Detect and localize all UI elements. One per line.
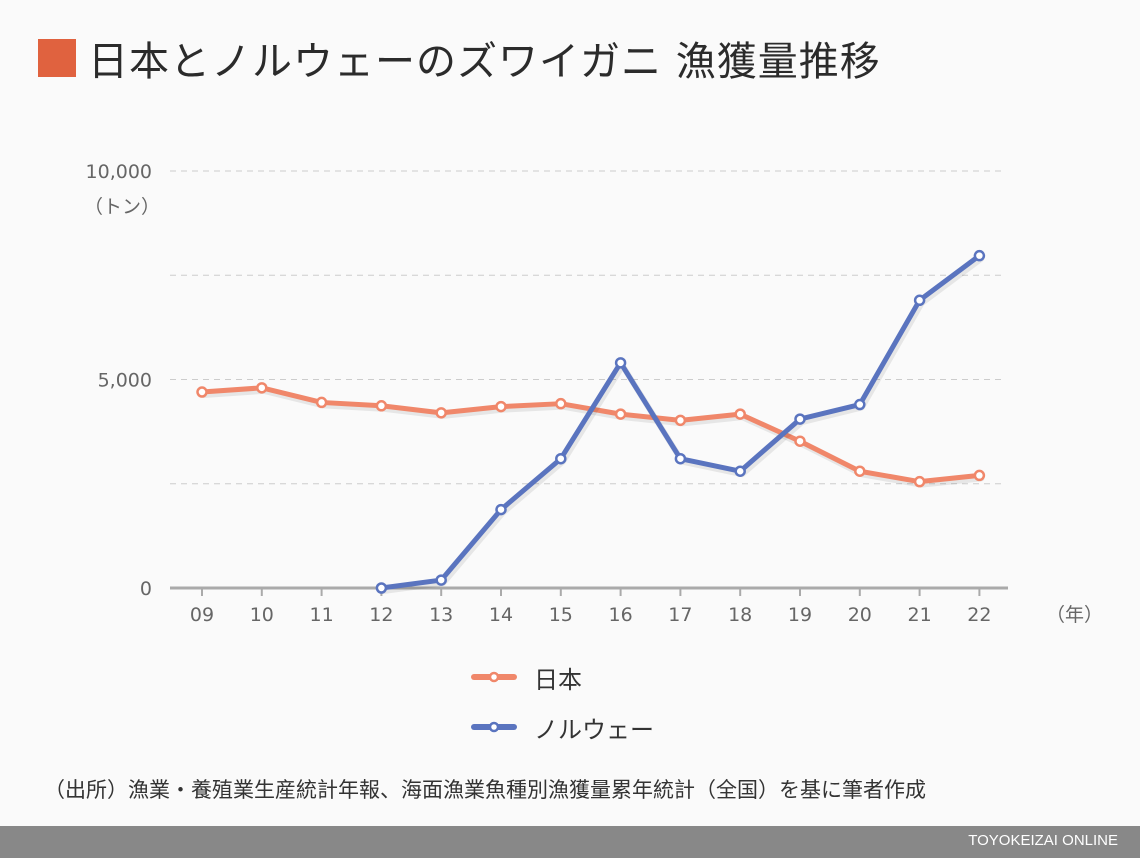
y-tick-label: 5,000 [98, 370, 152, 392]
data-point [973, 469, 986, 482]
x-tick-label: 12 [369, 604, 393, 626]
data-point [973, 249, 986, 262]
data-point [315, 396, 328, 409]
data-point [674, 452, 687, 465]
x-tick-label: 13 [429, 604, 453, 626]
data-point [375, 582, 388, 594]
x-tick-label: 20 [848, 604, 872, 626]
data-point [256, 382, 268, 394]
data-point [196, 386, 208, 398]
data-point [734, 408, 746, 420]
data-point [614, 408, 627, 420]
legend-swatch-japan [471, 671, 517, 683]
x-tick-label: 17 [668, 604, 692, 626]
data-point [854, 465, 866, 477]
x-tick-label: 09 [190, 604, 214, 626]
data-point [674, 414, 687, 427]
data-point [913, 475, 926, 488]
x-tick-label: 18 [728, 604, 752, 626]
data-point [495, 400, 507, 413]
data-point [614, 357, 627, 369]
x-unit-label: （年） [1046, 604, 1103, 626]
footer-bar: TOYOKEIZAI ONLINE [0, 826, 1140, 858]
y-tick-label: 0 [140, 578, 152, 600]
legend-label-norway: ノルウェー [534, 715, 654, 744]
legend-item-norway: ノルウェー [470, 702, 654, 752]
data-point [734, 465, 746, 477]
x-tick-label: 19 [788, 604, 812, 626]
x-tick-label: 11 [310, 604, 334, 626]
data-point [794, 413, 806, 425]
legend-swatch-marker [488, 671, 500, 683]
legend-label-japan: 日本 [534, 665, 582, 694]
chart-title: 日本とノルウェーのズワイガニ 漁獲量推移 [88, 39, 881, 85]
x-tick-label: 14 [489, 604, 513, 626]
x-tick-label: 10 [250, 604, 274, 626]
y-tick-label: 10,000 [86, 161, 152, 183]
y-unit-label: （トン） [84, 196, 160, 218]
data-point [495, 503, 507, 516]
data-point [435, 574, 447, 586]
x-tick-label: 22 [967, 604, 991, 626]
data-point [435, 407, 447, 419]
data-point [555, 397, 567, 410]
data-point [375, 400, 388, 412]
title-square-icon [38, 39, 76, 77]
data-point [913, 294, 926, 307]
legend-swatch-norway [471, 721, 517, 733]
data-point [854, 398, 866, 411]
x-tick-label: 15 [549, 604, 573, 626]
data-point [555, 452, 567, 465]
x-tick-label: 21 [908, 604, 932, 626]
source-note: （出所）漁業・養殖業生産統計年報、海面漁業魚種別漁獲量累年統計（全国）を基に筆者… [44, 778, 926, 802]
legend: 日本 ノルウェー [470, 652, 654, 752]
data-point [794, 435, 806, 447]
legend-item-japan: 日本 [470, 652, 654, 702]
legend-swatch-marker [488, 721, 500, 733]
chart-title-row: 日本とノルウェーのズワイガニ 漁獲量推移 [38, 30, 881, 86]
footer-brand: TOYOKEIZAI ONLINE [968, 832, 1118, 849]
x-tick-label: 16 [609, 604, 633, 626]
